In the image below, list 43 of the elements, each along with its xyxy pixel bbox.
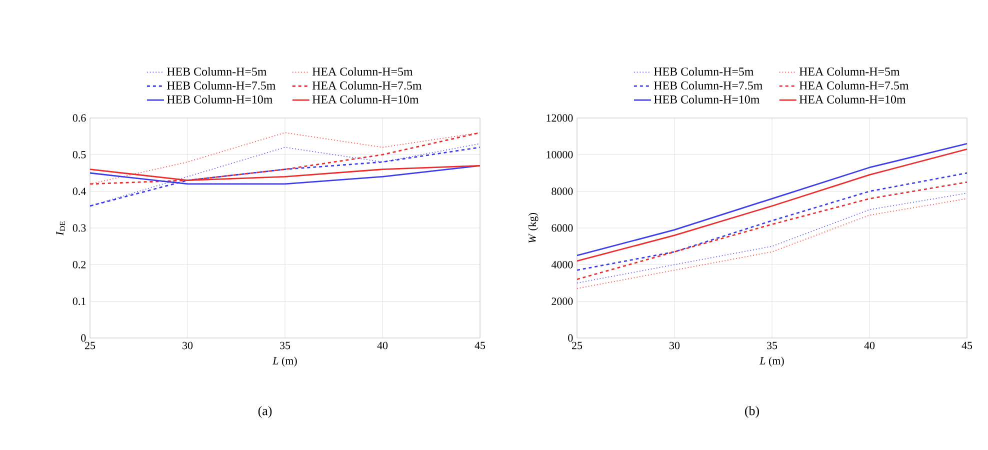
x-axis-title: L (m) — [272, 356, 297, 367]
line-series — [577, 172, 968, 271]
y-tick-label: 8000 — [552, 188, 573, 196]
legend-label: HEB Column-H=5m — [167, 67, 267, 76]
y-tick-label: 0.1 — [72, 298, 86, 306]
legend-label: HEB Column-H=7.5m — [654, 81, 762, 90]
x-tick-label: 25 — [85, 342, 96, 350]
legend-label: HEB Column-H=5m — [654, 67, 754, 76]
y-tick-label: 0 — [81, 334, 86, 342]
y-tick-label: 2000 — [552, 298, 573, 306]
x-tick-label: 35 — [767, 342, 778, 350]
x-tick-label: 25 — [572, 342, 582, 350]
y-tick-label: 0.4 — [72, 188, 86, 196]
y-tick-label: 0.6 — [72, 114, 86, 122]
y-tick-label: 0.5 — [72, 150, 86, 158]
legend-label: HEA Column-H=10m — [799, 95, 906, 104]
y-tick-label: 12000 — [546, 114, 573, 122]
x-tick-label: 30 — [182, 342, 193, 350]
legend-label: HEB Column-H=10m — [654, 95, 760, 104]
x-tick-label: 30 — [670, 342, 680, 350]
y-axis-title: I$_{DE}$ — [56, 221, 65, 236]
y-tick-label: 4000 — [551, 260, 573, 268]
legend-label: HEB Column-H=7.5m — [167, 81, 276, 90]
legend-label: HEA Column-H=10m — [312, 95, 419, 104]
legend-label: HEA Column-H=7.5m — [799, 81, 909, 90]
x-tick-label: 45 — [962, 342, 972, 350]
legend-label: HEA Column-H=5m — [799, 67, 900, 76]
x-tick-label: 45 — [474, 342, 486, 350]
legend-label: HEB Column-H=10m — [167, 95, 273, 104]
y-tick-label: 6000 — [552, 224, 573, 232]
y-tick-label: 0.2 — [72, 260, 86, 268]
y-tick-label: 0.3 — [72, 224, 86, 232]
x-axis-title: L (m) — [760, 356, 784, 367]
text: (a) — [258, 406, 272, 418]
x-tick-label: 40 — [377, 342, 388, 350]
y-axis-title: W (kg) — [528, 212, 538, 243]
text: (b) — [745, 406, 759, 418]
legend-label: HEA Column-H=7.5m — [312, 81, 422, 90]
x-tick-label: 40 — [864, 342, 875, 350]
x-tick-label: 35 — [280, 342, 290, 350]
y-tick-label: 10000 — [546, 150, 573, 158]
legend-label: HEA Column-H=5m — [312, 67, 413, 76]
y-tick-label: 0 — [568, 334, 573, 342]
